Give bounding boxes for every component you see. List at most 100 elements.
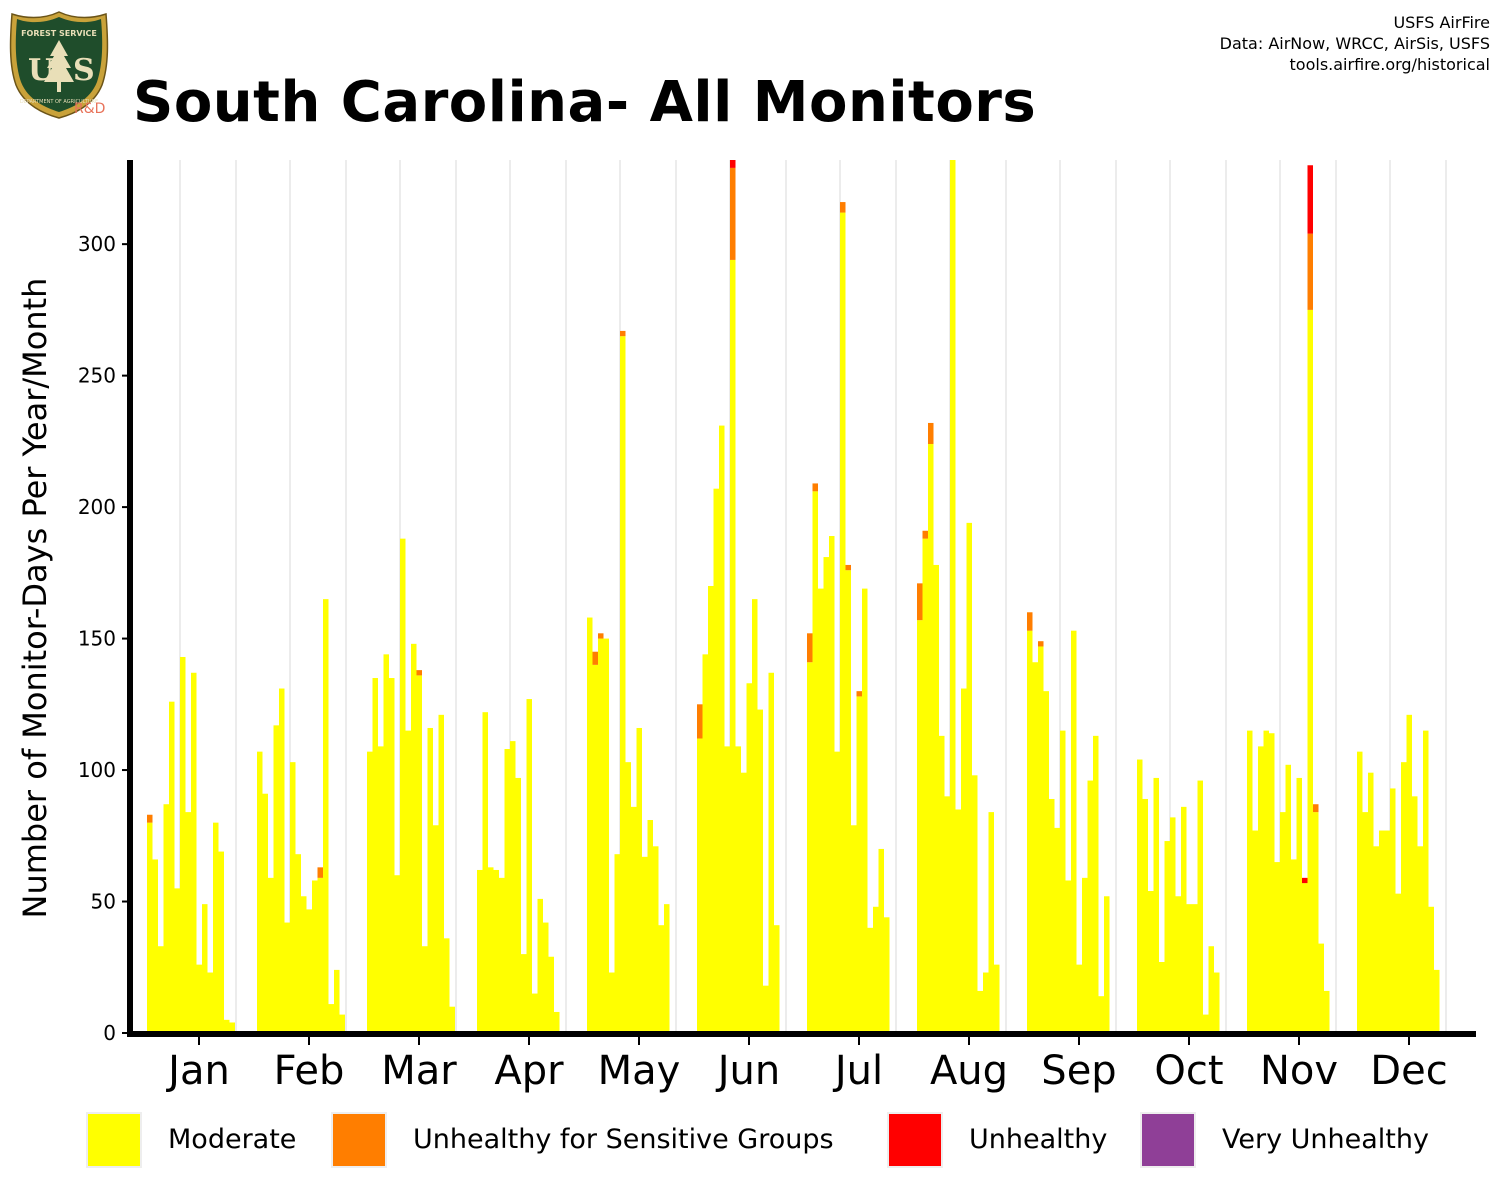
- bar-mar-7-s0: [400, 539, 406, 1033]
- y-tick-label: 150: [78, 627, 116, 651]
- bar-nov-12-s1: [1308, 234, 1314, 310]
- bar-jun-7-s1: [730, 168, 736, 260]
- bar-aug-3-s0: [928, 444, 934, 1033]
- bar-jun-8-s0: [736, 746, 742, 1033]
- bar-feb-1-s0: [257, 752, 263, 1033]
- bar-mar-10-s0: [417, 675, 423, 1033]
- bar-sep-15-s0: [1104, 896, 1110, 1033]
- bar-jun-14-s0: [769, 673, 775, 1033]
- y-tick-label: 100: [78, 758, 116, 782]
- bar-mar-3-s0: [378, 746, 384, 1033]
- bar-oct-6-s0: [1165, 841, 1171, 1033]
- bar-jan-10-s0: [197, 965, 203, 1033]
- bar-jul-11-s0: [862, 589, 868, 1033]
- x-tick-label-feb: Feb: [274, 1048, 345, 1094]
- bar-feb-8-s0: [296, 854, 302, 1033]
- x-tick-label-sep: Sep: [1041, 1048, 1116, 1094]
- bar-apr-2-s0: [483, 712, 489, 1033]
- bar-jul-7-s1: [840, 202, 846, 213]
- bar-sep-12-s0: [1088, 781, 1094, 1033]
- bar-oct-13-s0: [1203, 1015, 1209, 1033]
- bar-mar-4-s0: [384, 654, 390, 1033]
- x-tick-label-dec: Dec: [1370, 1048, 1447, 1094]
- bar-jul-4-s0: [824, 557, 830, 1033]
- bar-oct-5-s0: [1159, 962, 1165, 1033]
- bar-may-7-s1: [620, 331, 626, 336]
- bar-jan-9-s0: [191, 673, 197, 1033]
- bar-nov-12-s2: [1308, 165, 1314, 233]
- bar-jun-4-s0: [714, 489, 720, 1033]
- bar-sep-3-s0: [1038, 646, 1044, 1033]
- bars: [147, 160, 1440, 1033]
- x-tick-label-nov: Nov: [1260, 1048, 1338, 1094]
- bar-jul-8-s0: [846, 570, 852, 1033]
- bar-mar-1-s0: [367, 752, 373, 1033]
- bar-feb-12-s1: [318, 867, 324, 878]
- bar-apr-8-s0: [516, 778, 522, 1033]
- bar-may-11-s0: [642, 857, 648, 1033]
- bar-nov-5-s0: [1269, 733, 1275, 1033]
- bar-aug-15-s0: [994, 965, 1000, 1033]
- bar-jul-12-s0: [868, 928, 874, 1033]
- bar-mar-14-s0: [439, 715, 445, 1033]
- bar-jun-15-s0: [774, 925, 780, 1033]
- bar-jul-1-s1: [807, 633, 813, 662]
- bar-jun-9-s0: [741, 773, 747, 1033]
- bar-feb-9-s0: [301, 896, 307, 1033]
- bar-may-10-s0: [637, 728, 643, 1033]
- bar-may-9-s0: [631, 807, 637, 1033]
- bar-jan-8-s0: [186, 812, 192, 1033]
- bar-feb-7-s0: [290, 762, 296, 1033]
- bar-jan-6-s0: [175, 888, 181, 1033]
- bar-nov-15-s0: [1324, 991, 1330, 1033]
- x-tick-label-mar: Mar: [381, 1048, 457, 1094]
- bar-jul-10-s1: [857, 691, 863, 696]
- bar-may-4-s0: [604, 639, 610, 1033]
- bar-aug-2-s1: [923, 531, 929, 539]
- bar-nov-9-s0: [1291, 859, 1297, 1033]
- bar-sep-4-s0: [1044, 691, 1050, 1033]
- bar-jan-3-s0: [158, 946, 164, 1033]
- bar-mar-12-s0: [428, 728, 434, 1033]
- y-tick-label: 300: [78, 232, 116, 256]
- bar-nov-13-s1: [1313, 804, 1319, 812]
- bar-oct-15-s0: [1214, 973, 1220, 1033]
- bar-mar-10-s1: [417, 670, 423, 675]
- bar-jan-2-s0: [153, 859, 159, 1033]
- bar-jul-1-s0: [807, 662, 813, 1033]
- bar-feb-10-s0: [307, 909, 313, 1033]
- bar-jan-5-s0: [169, 702, 175, 1033]
- bar-jul-6-s0: [835, 752, 841, 1033]
- bar-aug-4-s0: [934, 565, 940, 1033]
- bar-may-6-s0: [615, 854, 621, 1033]
- bar-jun-12-s0: [758, 710, 764, 1033]
- y-tick-label: 250: [78, 364, 116, 388]
- bar-aug-8-s0: [956, 809, 962, 1033]
- bar-apr-1-s0: [477, 870, 483, 1033]
- bar-mar-16-s0: [450, 1007, 456, 1033]
- bar-aug-13-s0: [983, 973, 989, 1033]
- bar-aug-6-s0: [945, 796, 951, 1033]
- bar-mar-11-s0: [422, 946, 428, 1033]
- legend-label-usg: Unhealthy for Sensitive Groups: [413, 1124, 834, 1155]
- bar-feb-13-s0: [323, 599, 329, 1033]
- bar-jul-2-s0: [813, 491, 819, 1033]
- bar-oct-12-s0: [1198, 781, 1204, 1033]
- bar-jun-5-s0: [719, 426, 725, 1033]
- bar-nov-11-s0: [1302, 883, 1308, 1033]
- bar-feb-6-s0: [285, 923, 291, 1033]
- bar-may-13-s0: [653, 846, 659, 1033]
- bar-nov-4-s0: [1264, 731, 1270, 1033]
- bar-aug-11-s0: [972, 775, 978, 1033]
- bar-apr-10-s0: [527, 699, 533, 1033]
- y-tick-label: 50: [91, 890, 116, 914]
- bar-sep-2-s0: [1033, 662, 1039, 1033]
- bar-dec-9-s0: [1401, 762, 1407, 1033]
- bar-jul-14-s0: [879, 849, 885, 1033]
- bar-feb-5-s0: [279, 689, 285, 1033]
- bar-apr-6-s0: [505, 749, 511, 1033]
- legend-swatch-usg: [331, 1112, 387, 1168]
- y-tick-label: 200: [78, 495, 116, 519]
- bar-jan-1-s0: [147, 823, 153, 1033]
- bar-may-8-s0: [626, 762, 632, 1033]
